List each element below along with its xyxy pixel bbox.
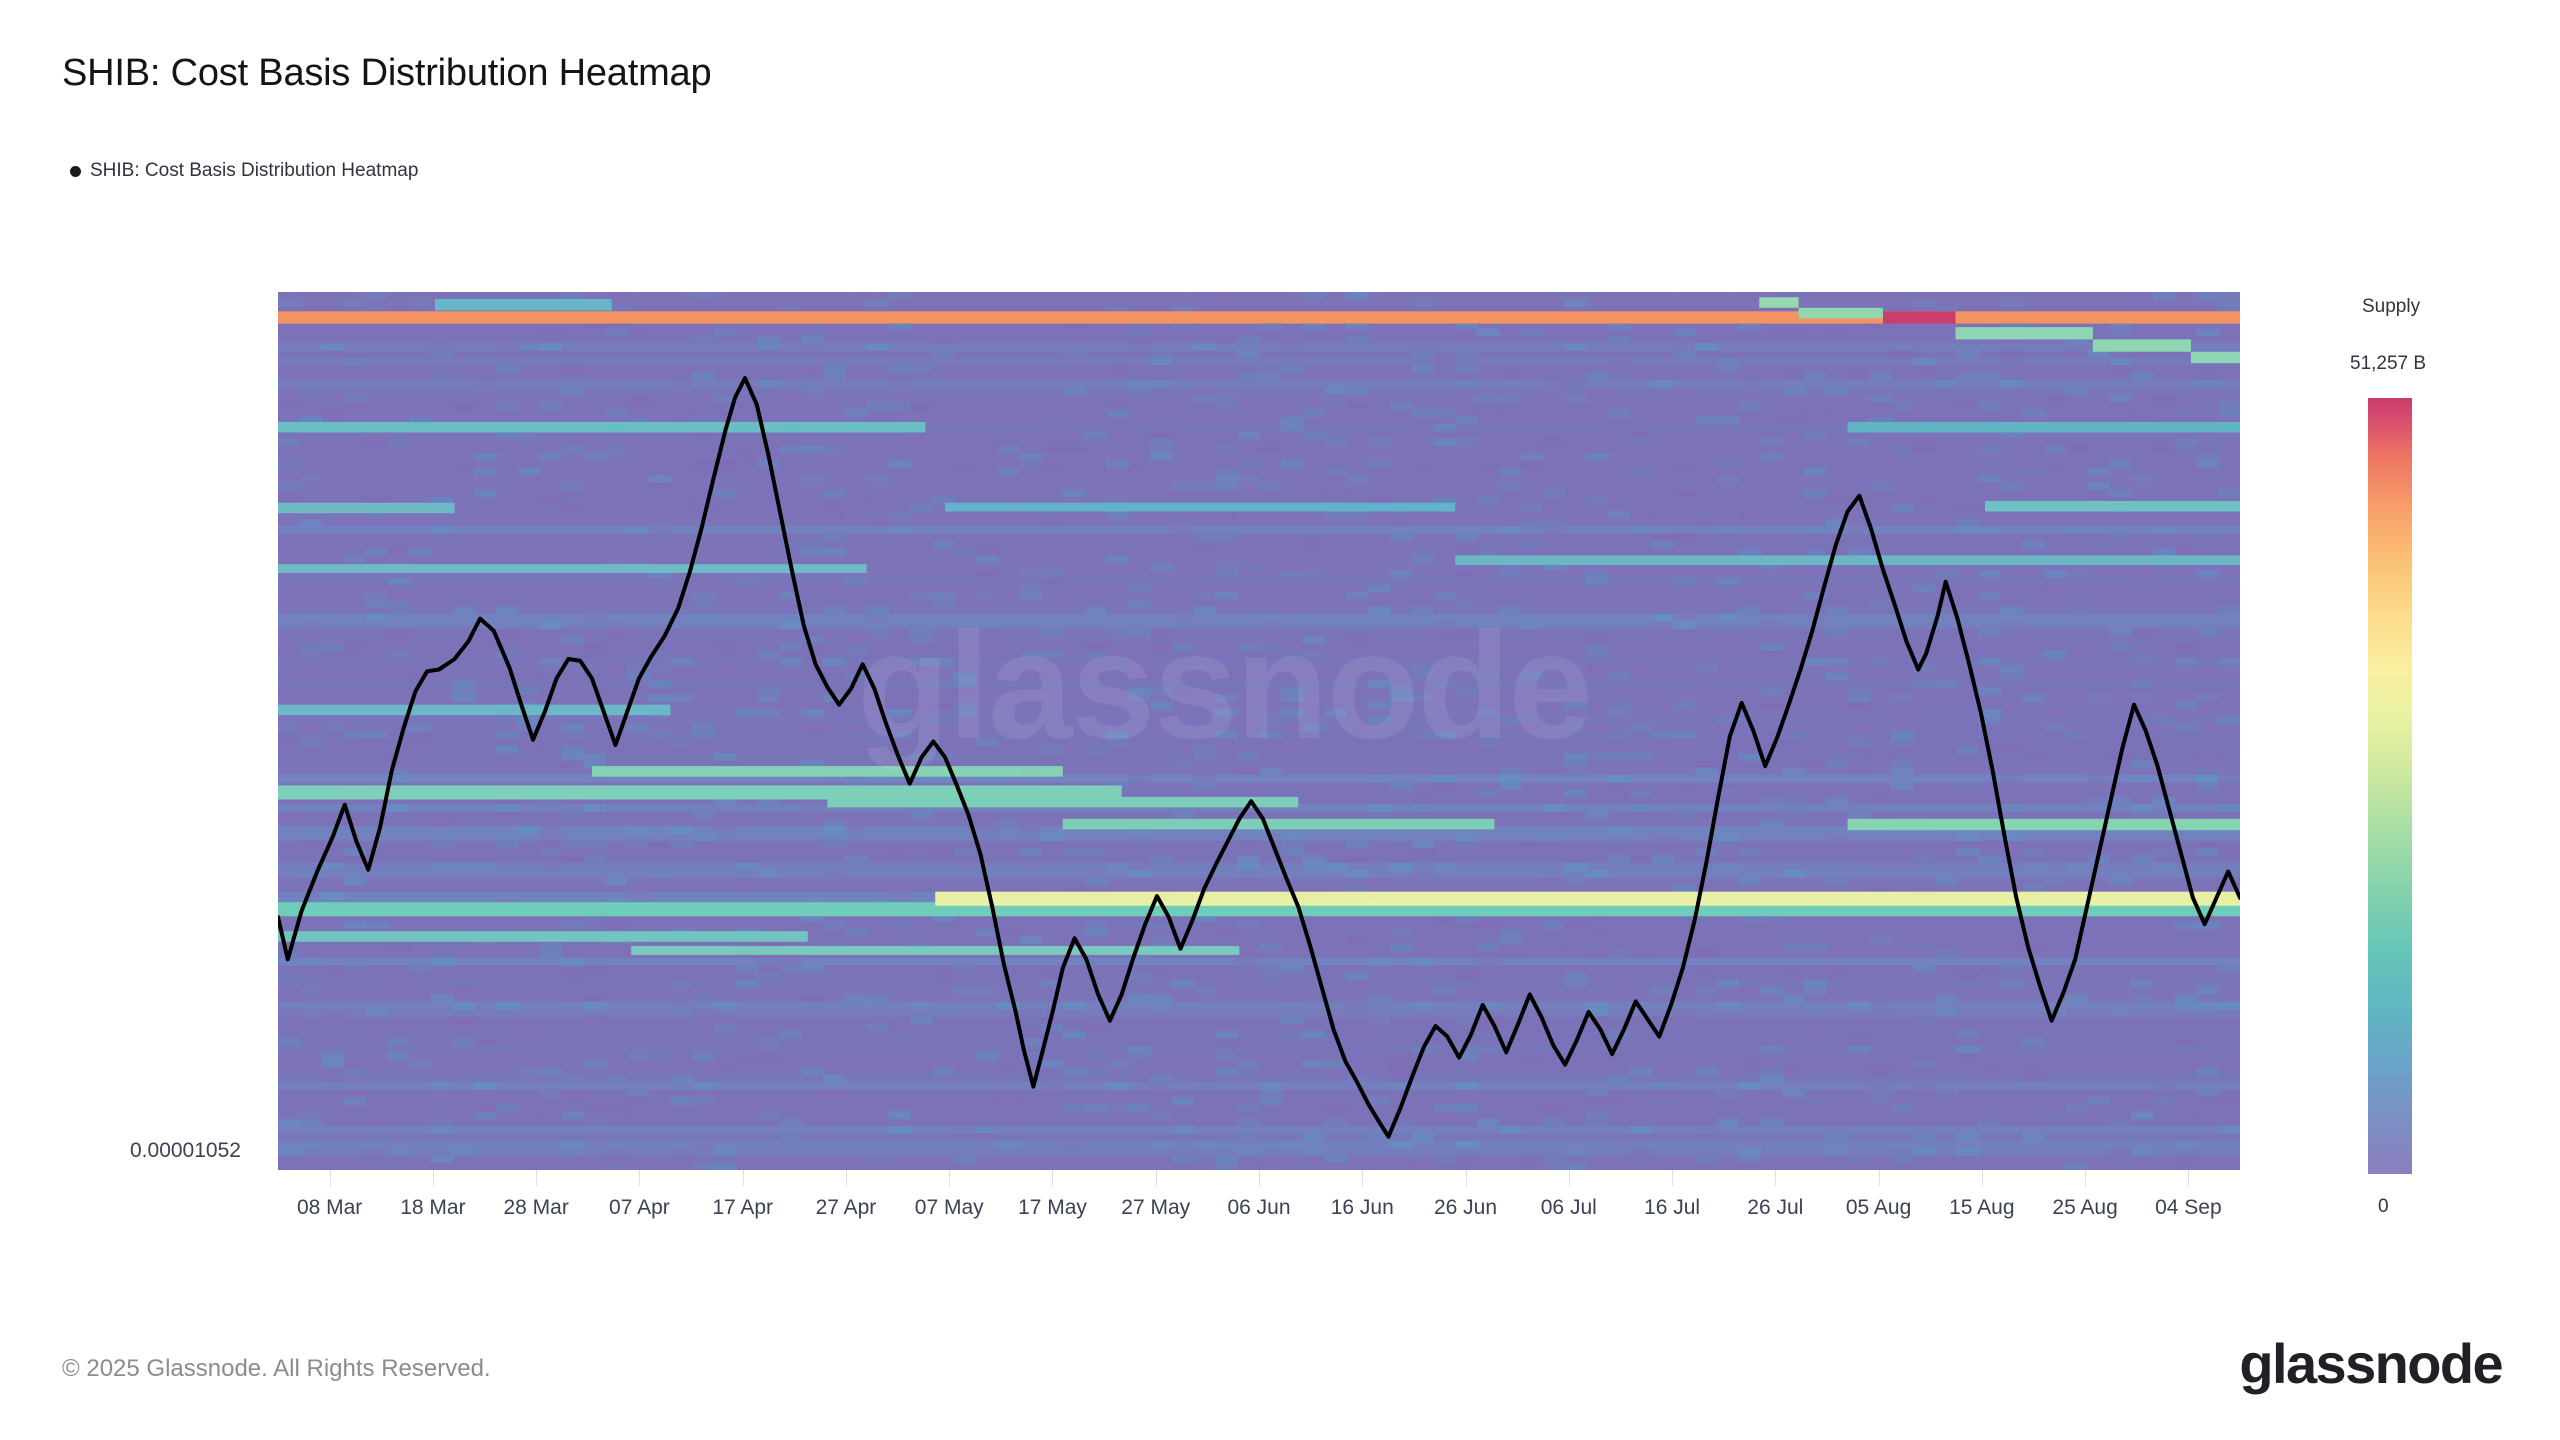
price-line — [278, 292, 2240, 1170]
x-axis-tick-label: 08 Mar — [296, 1196, 363, 1219]
x-axis-tick-label: 18 Mar — [400, 1196, 466, 1219]
footer-copyright: © 2025 Glassnode. All Rights Reserved. — [62, 1355, 491, 1382]
x-axis-tick-mark — [1362, 1170, 1364, 1186]
heatmap-cells — [278, 292, 2240, 1170]
colorbar-title: Supply — [2362, 296, 2421, 317]
legend-marker-dot — [70, 165, 81, 177]
x-axis-tick-label: 17 May — [1018, 1196, 1087, 1219]
x-axis-tick-mark — [2188, 1170, 2190, 1186]
x-axis-tick-label: 26 Jun — [1433, 1196, 1498, 1219]
colorbar-gradient[interactable] — [2368, 398, 2412, 1174]
x-axis-tick-mark — [1878, 1170, 1880, 1186]
page-title: SHIB: Cost Basis Distribution Heatmap — [62, 52, 712, 94]
x-axis-tick-mark — [1052, 1170, 1054, 1186]
x-axis-tick-label: 07 May — [914, 1196, 984, 1219]
x-axis-tick-label: 16 Jul — [1644, 1196, 1701, 1219]
x-axis-tick-label: 27 May — [1121, 1196, 1191, 1219]
x-axis-tick-mark — [639, 1170, 641, 1186]
x-axis-tick-label: 25 Aug — [2052, 1196, 2118, 1219]
x-axis-tick-mark — [1155, 1170, 1157, 1186]
x-axis-tick-mark — [1568, 1170, 1570, 1186]
y-axis-bottom-tick: 0.00001052 — [130, 1139, 241, 1162]
chart-legend[interactable]: SHIB: Cost Basis Distribution Heatmap — [70, 160, 418, 182]
heatmap-plot-area[interactable]: glassnode — [278, 292, 2240, 1170]
x-axis-tick-mark — [432, 1170, 434, 1186]
x-axis-tick-label: 05 Aug — [1845, 1196, 1912, 1219]
x-axis-tick-label: 04 Sep — [2155, 1196, 2222, 1219]
x-axis-tick-mark — [1259, 1170, 1260, 1186]
x-axis-tick-label: 26 Jul — [1747, 1196, 1804, 1219]
x-axis-tick-mark — [329, 1170, 331, 1186]
colorbar-min-label: 0 — [2378, 1196, 2389, 1217]
x-axis-tick-mark — [1981, 1170, 1983, 1186]
x-axis-tick-label: 27 Apr — [815, 1196, 877, 1219]
x-axis-tick-mark — [845, 1170, 847, 1186]
x-axis-tick-label: 15 Aug — [1949, 1196, 2015, 1219]
glassnode-logo: glassnode — [2239, 1332, 2503, 1395]
x-axis-tick-mark — [1672, 1170, 1674, 1186]
x-axis-tick-label: 07 Apr — [609, 1196, 670, 1219]
x-axis-tick-label: 16 Jun — [1330, 1196, 1394, 1219]
x-axis-tick-label: 17 Apr — [712, 1196, 774, 1219]
x-axis-tick-mark — [742, 1170, 744, 1186]
x-axis-tick-label: 06 Jul — [1540, 1196, 1597, 1219]
price-line-path — [278, 378, 2240, 1137]
x-axis-tick-mark — [2085, 1170, 2087, 1186]
colorbar-max-label: 51,257 B — [2350, 353, 2427, 374]
legend-item-label: SHIB: Cost Basis Distribution Heatmap — [90, 160, 419, 181]
x-axis-tick-label: 28 Mar — [503, 1196, 569, 1219]
x-axis-tick-mark — [536, 1170, 538, 1186]
x-axis-tick-label: 06 Jun — [1227, 1196, 1291, 1219]
x-axis-tick-mark — [949, 1170, 951, 1186]
x-axis-tick-mark — [1775, 1170, 1777, 1186]
x-axis-tick-mark — [1465, 1170, 1467, 1186]
